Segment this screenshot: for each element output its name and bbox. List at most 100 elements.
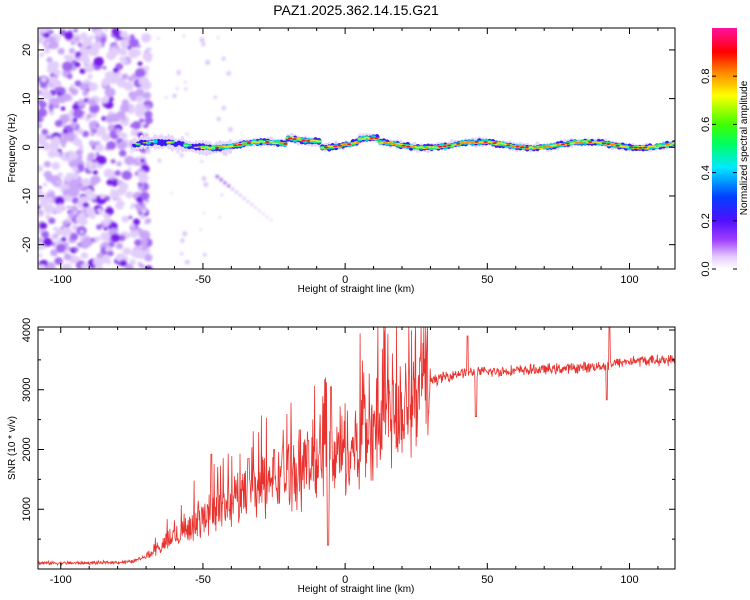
ridge-cell	[169, 140, 175, 144]
noise-blob	[82, 38, 93, 48]
noise-blob	[139, 230, 151, 241]
ridge-cell	[364, 136, 370, 139]
noise-blob	[79, 68, 86, 74]
noise-blob	[65, 54, 74, 62]
heatmap-ytick-label: -10	[21, 188, 33, 204]
sparse-blob	[218, 216, 221, 219]
noise-blob	[38, 205, 41, 209]
noise-blob	[78, 184, 85, 191]
ridge-core	[515, 145, 520, 148]
heatmap-ytick-label: 0	[21, 144, 33, 150]
ridge-core	[424, 146, 429, 149]
line-chart-xtick-label: -100	[50, 574, 72, 586]
noise-blob	[86, 196, 92, 202]
noise-blob	[41, 128, 49, 135]
ridge-cell	[254, 141, 261, 144]
noise-blob	[128, 76, 135, 82]
heatmap-xtick-label: 50	[481, 274, 493, 286]
ridge-core	[610, 143, 616, 146]
colorbar-label: Normalized spectral amplitude	[739, 80, 750, 215]
noise-blob	[83, 98, 88, 103]
noise-blob	[101, 256, 110, 264]
noise-blob	[38, 133, 48, 144]
sidelobe-point	[219, 177, 223, 182]
noise-blob	[73, 28, 78, 33]
noise-blob	[103, 213, 110, 219]
noise-blob	[67, 186, 79, 197]
sparse-blob	[216, 36, 220, 40]
noise-blob	[57, 91, 62, 97]
ridge-core	[447, 144, 452, 147]
ridge-core	[369, 137, 375, 139]
noise-blob	[51, 176, 62, 187]
noise-blob	[87, 166, 94, 172]
noise-blob	[108, 96, 114, 102]
noise-blob	[62, 129, 68, 134]
noise-blob	[45, 214, 51, 220]
sparse-blob	[199, 37, 205, 43]
ridge-core	[638, 146, 643, 149]
noise-blob	[38, 145, 41, 150]
noise-blob	[135, 102, 146, 113]
noise-blob	[38, 28, 49, 34]
noise-blob	[38, 212, 42, 217]
noise-blob	[145, 148, 151, 154]
line-chart-xlabel: Height of straight line (km)	[298, 584, 415, 595]
ridge-core	[606, 143, 611, 145]
noise-blob	[94, 143, 105, 152]
noise-blob	[53, 226, 58, 231]
noise-blob	[138, 76, 149, 86]
noise-blob	[131, 227, 136, 232]
heatmap-xtick-label: 100	[620, 274, 638, 286]
sparse-blob	[175, 87, 179, 90]
noise-blob	[94, 236, 101, 242]
ridge-core	[510, 145, 516, 147]
ridge-core	[556, 144, 561, 146]
ridge-core	[629, 146, 634, 149]
sidelobe-point	[250, 203, 254, 206]
noise-blob	[83, 58, 91, 65]
ridge-core	[301, 139, 306, 142]
line-chart-xtick-label: 100	[620, 574, 638, 586]
heatmap-ytick-label: 10	[21, 92, 33, 104]
heatmap-cells	[38, 28, 675, 269]
line-chart-ytick-label: 4000	[21, 318, 33, 342]
ridge-core	[437, 145, 443, 148]
noise-blob	[139, 118, 145, 123]
noise-blob	[75, 170, 80, 175]
noise-blob	[123, 60, 128, 64]
sparse-blob	[205, 60, 211, 66]
ridge-core	[460, 142, 466, 145]
noise-blob	[122, 247, 132, 256]
ridge-cell	[149, 140, 155, 143]
noise-blob	[144, 265, 153, 269]
heatmap-blobs	[38, 28, 273, 269]
ridge-cell	[582, 140, 588, 142]
noise-blob	[80, 252, 89, 259]
noise-blob	[54, 196, 65, 206]
noise-blob	[104, 28, 108, 32]
sparse-blob	[176, 149, 180, 154]
sidelobe-point	[242, 197, 246, 200]
noise-blob	[66, 205, 71, 209]
noise-blob	[43, 204, 55, 214]
heatmap-xlabel: Height of straight line (km)	[298, 284, 415, 295]
noise-blob	[96, 224, 103, 230]
heatmap-ytick-label: -20	[21, 237, 33, 253]
noise-blob	[116, 161, 122, 167]
colorbar-tick-label: 0.2	[700, 213, 712, 228]
noise-blob	[101, 77, 111, 87]
sparse-blob	[182, 34, 186, 38]
sparse-blob	[203, 212, 206, 215]
ridge-cell	[295, 138, 302, 140]
ridge-core	[601, 142, 607, 145]
ridge-core	[642, 146, 648, 149]
ridge-core	[506, 144, 511, 147]
noise-blob	[63, 250, 68, 255]
line-chart-ytick-label: 1000	[21, 497, 33, 521]
noise-blob	[90, 131, 95, 137]
snr-line-chart: -100 -50 0 50 100 1000 2000 3000 4000 Height of …	[7, 318, 676, 595]
noise-blob	[49, 110, 55, 116]
noise-blob	[139, 214, 146, 220]
